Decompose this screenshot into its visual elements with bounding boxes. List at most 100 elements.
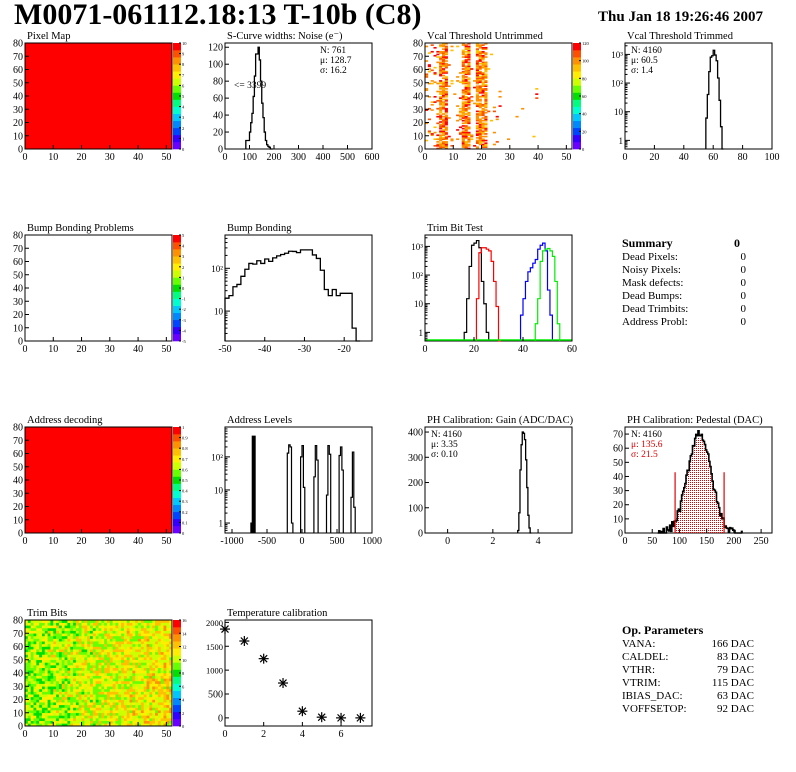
heatmap-cell: [121, 641, 125, 645]
heatmap-cell: [430, 50, 434, 53]
heatmap-cell: [155, 715, 159, 719]
heatmap-cell: [109, 630, 113, 634]
heatmap-cell: [64, 691, 68, 695]
heatmap-cell: [98, 635, 102, 639]
heatmap-cell: [33, 720, 37, 724]
heatmap-cell: [70, 675, 74, 679]
heatmap-cell: [441, 88, 446, 90]
heatmap-cell: [450, 49, 454, 52]
heatmap-cell: [478, 111, 482, 114]
heatmap-cell: [143, 646, 147, 650]
heatmap-cell: [152, 680, 156, 684]
heatmap-cell: [92, 643, 96, 647]
heatmap-cell: [129, 702, 133, 706]
heatmap-cell: [64, 620, 68, 623]
heatmap-cell: [64, 654, 68, 658]
x-tick-label: 400: [316, 152, 331, 163]
heatmap-cell: [140, 686, 145, 690]
heatmap-cell: [146, 622, 150, 626]
heatmap-cell: [487, 68, 491, 70]
heatmap-cell: [453, 93, 457, 95]
palette-color: [573, 92, 581, 100]
y-tick-label: 1: [219, 519, 224, 529]
heatmap-cell: [121, 696, 125, 700]
heatmap-cell: [64, 657, 68, 661]
heatmap-cell: [78, 704, 82, 708]
heatmap-cell: [104, 675, 108, 679]
heatmap-cell: [140, 720, 145, 724]
heatmap-cell: [439, 110, 443, 113]
y-tick-label: 10²: [211, 264, 223, 274]
heatmap-cell: [61, 718, 65, 721]
heatmap-cell: [458, 111, 463, 114]
heatmap-cell: [112, 688, 116, 692]
heatmap-cell: [112, 667, 116, 671]
heatmap-cell: [441, 143, 446, 146]
heatmap-cell: [461, 60, 465, 62]
heatmap-cell: [478, 46, 482, 49]
heatmap-cell: [135, 665, 139, 668]
heatmap-cell: [152, 662, 156, 666]
heatmap-cell: [121, 630, 125, 634]
heatmap-cell: [129, 646, 133, 650]
heatmap-cell: [47, 694, 51, 698]
heatmap-cell: [81, 651, 85, 655]
heatmap-cell: [135, 651, 139, 655]
heatmap-cell: [104, 635, 108, 639]
heatmap-cell: [467, 50, 471, 53]
heatmap-cell: [157, 688, 161, 692]
heatmap-cell: [64, 704, 68, 708]
heatmap-cell: [50, 680, 54, 684]
heatmap-cell: [78, 712, 82, 716]
heatmap-cell: [123, 712, 128, 716]
heatmap-cell: [33, 665, 37, 668]
heatmap-cell: [56, 654, 60, 658]
heatmap-cell: [157, 710, 161, 714]
heatmap-cell: [166, 680, 170, 684]
heatmap-cell: [41, 627, 46, 631]
heatmap-cell: [109, 702, 113, 706]
heatmap-cell: [475, 49, 480, 52]
heatmap-cell: [115, 651, 119, 655]
heatmap-cell: [75, 715, 80, 719]
y-tick-label: 60: [13, 449, 23, 460]
heatmap-cell: [84, 691, 88, 695]
heatmap-cell: [439, 127, 443, 130]
heatmap-cell: [157, 712, 161, 716]
heatmap-cell: [152, 720, 156, 724]
heatmap-cell: [163, 680, 167, 684]
heatmap-cell: [163, 704, 167, 708]
heatmap-cell: [132, 670, 136, 674]
heatmap-cell: [129, 670, 133, 674]
heatmap-cell: [98, 688, 102, 692]
heatmap-cell: [155, 675, 159, 679]
heatmap-cell: [152, 675, 156, 679]
heatmap-cell: [146, 649, 150, 653]
heatmap-cell: [53, 683, 57, 687]
y-tick-label: 70: [13, 436, 23, 447]
heatmap-cell: [444, 110, 448, 113]
heatmap-cell: [56, 641, 60, 645]
heatmap-cell: [166, 620, 170, 623]
heatmap-cell: [138, 659, 142, 663]
heatmap-cell: [121, 654, 125, 658]
heatmap-cell: [41, 635, 46, 639]
y-tick-label: 0: [18, 529, 23, 540]
heatmap-cell: [75, 720, 80, 724]
heatmap-cell: [481, 50, 485, 53]
heatmap-cell: [121, 718, 125, 721]
data-point: [297, 706, 308, 717]
heatmap-cell: [58, 702, 63, 706]
heatmap-cell: [50, 638, 54, 642]
heatmap-cell: [132, 718, 136, 721]
heatmap-cell: [33, 678, 37, 682]
heatmap-cell: [478, 96, 482, 98]
heatmap-cell: [166, 718, 170, 721]
heatmap-cell: [115, 694, 119, 698]
heatmap-cell: [98, 712, 102, 716]
heatmap-cell: [138, 704, 142, 708]
heatmap-cell: [27, 635, 31, 639]
heatmap-cell: [439, 70, 443, 73]
heatmap-cell: [475, 74, 480, 77]
heatmap-cell: [33, 620, 37, 623]
